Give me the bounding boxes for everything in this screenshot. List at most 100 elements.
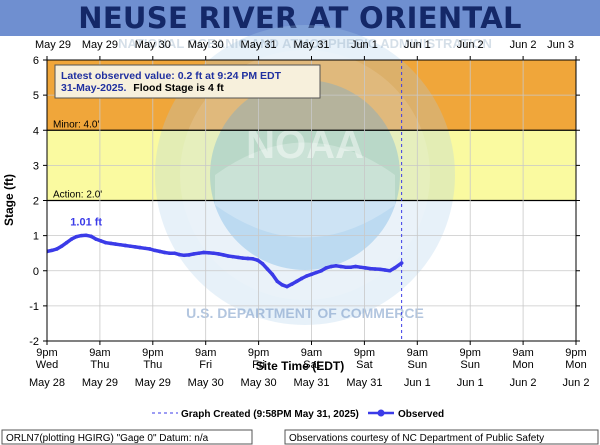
observed-point: [378, 267, 382, 272]
observed-point: [64, 240, 69, 245]
x-top-label: Jun 1: [351, 39, 378, 51]
observed-point: [211, 251, 216, 255]
observed-point: [133, 245, 137, 249]
x-bottom-label: 9pm: [565, 347, 586, 359]
observed-point: [241, 256, 245, 260]
observed-point: [265, 267, 270, 271]
observed-point: [309, 272, 314, 277]
observed-point: [99, 239, 103, 243]
y-tick-label: -1: [29, 301, 39, 313]
legend-observed-marker: [377, 409, 385, 417]
x-top-label: May 31: [293, 39, 329, 51]
y-tick-label: 4: [33, 125, 39, 137]
observed-point: [363, 266, 368, 270]
footer: ORLN7(plotting HGIRG) "Gage 0" Datum: n/…: [1, 429, 599, 445]
noaa-watermark: NOAA NATIONAL OCEANIC AND ATMOSPHERIC AD…: [118, 25, 492, 325]
observed-point: [206, 251, 211, 255]
y-tick-label: 5: [33, 90, 39, 102]
observed-point: [50, 248, 54, 253]
observed-point: [187, 253, 191, 257]
observed-point: [399, 261, 404, 265]
watermark-outer: NATIONAL OCEANIC AND ATMOSPHERIC ADMINIS…: [118, 36, 492, 51]
observed-point: [74, 234, 79, 239]
observed-point: [103, 240, 108, 245]
y-ticks: -2 -1 0 1 2 3 4 5 6: [29, 55, 580, 348]
info-flood-stage: Flood Stage is 4 ft: [133, 82, 224, 94]
threshold-labels: Minor: 4.0' Action: 2.0': [53, 119, 102, 200]
observed-point: [138, 245, 142, 250]
y-tick-label: 2: [33, 196, 39, 208]
x-bottom-label: 9am: [89, 347, 110, 359]
observed-point: [118, 242, 123, 247]
legend-observed: Observed: [398, 409, 444, 420]
legend: Graph Created (9:58PM May 31, 2025) Obse…: [152, 409, 444, 420]
observed-point: [329, 264, 333, 269]
observed-point: [216, 252, 221, 256]
x-bottom-label: Mon: [565, 359, 586, 371]
observed-point: [152, 248, 157, 253]
observed-point: [343, 265, 348, 270]
x-bottom-label: 9pm: [459, 347, 480, 359]
x-bottom-label: May 31: [346, 377, 382, 389]
chart-title: NEUSE RIVER AT ORIENTAL: [78, 1, 522, 35]
observed-point: [348, 265, 353, 270]
observed-point: [246, 256, 250, 261]
observed-point: [353, 264, 358, 269]
observed-point: [373, 267, 377, 271]
y-tick-label: 0: [33, 266, 39, 278]
observed-point: [280, 283, 284, 287]
observed-point: [392, 266, 397, 270]
x-bottom-label: Jun 2: [563, 377, 590, 389]
observed-point: [388, 268, 392, 273]
y-tick-label: 3: [33, 160, 39, 172]
footer-left-box: [1, 429, 253, 445]
observed-point: [339, 264, 343, 269]
x-top-label: May 31: [241, 39, 277, 51]
observed-point: [84, 233, 88, 238]
x-bottom-label: 9pm: [142, 347, 163, 359]
info-line1: Latest observed value: 0.2 ft at 9:24 PM…: [61, 70, 282, 82]
x-bottom-label: Sun: [408, 359, 428, 371]
x-bottom-label: May 30: [188, 377, 224, 389]
observed-point: [358, 265, 363, 270]
x-bottom-label: Fri: [199, 359, 212, 371]
info-date: 31-May-2025.: [61, 82, 126, 94]
x-bottom-label: Thu: [143, 359, 162, 371]
observed-point: [290, 282, 294, 286]
y-axis-label: Stage (ft): [2, 174, 16, 226]
x-bottom-label: Thu: [90, 359, 109, 371]
y-tick-label: 1: [33, 231, 39, 243]
observed-point: [285, 284, 289, 289]
observed-point: [94, 237, 98, 241]
x-bottom-label: Jun 1: [404, 377, 431, 389]
observed-point: [226, 254, 231, 258]
observed-point: [192, 252, 196, 256]
observed-point: [314, 270, 319, 275]
legend-graph-created: Graph Created (9:58PM May 31, 2025): [181, 409, 359, 420]
x-bottom-label: 9am: [301, 347, 322, 359]
x-top-label: Jun 1: [404, 39, 431, 51]
footer-right-text: Observations courtesy of NC Department o…: [289, 433, 544, 444]
observed-point: [334, 264, 338, 268]
observed-point: [172, 251, 177, 255]
latest-observed-box: Latest observed value: 0.2 ft at 9:24 PM…: [54, 64, 321, 99]
title-bar: [0, 0, 600, 36]
x-ticks-top: May 29 May 29 May 30 May 30 May 31 May 31 Jun …: [35, 39, 577, 60]
threshold-label: Minor: 4.0': [53, 119, 99, 130]
observed-point: [167, 251, 172, 255]
x-top-label: Jun 3: [547, 39, 574, 51]
observed-point: [69, 237, 74, 241]
x-axis-label: Site Time (EDT): [256, 359, 344, 373]
x-bottom-label: May 29: [135, 377, 171, 389]
observed-point: [89, 234, 93, 239]
x-top-label: May 30: [135, 39, 171, 51]
observed-point: [319, 268, 324, 273]
x-top-label: May 29: [35, 39, 71, 51]
x-top-label: Jun 2: [457, 39, 484, 51]
observed-point: [79, 233, 84, 238]
observed-point: [59, 244, 64, 248]
footer-right-box: [284, 429, 599, 445]
observed-point: [275, 279, 280, 284]
